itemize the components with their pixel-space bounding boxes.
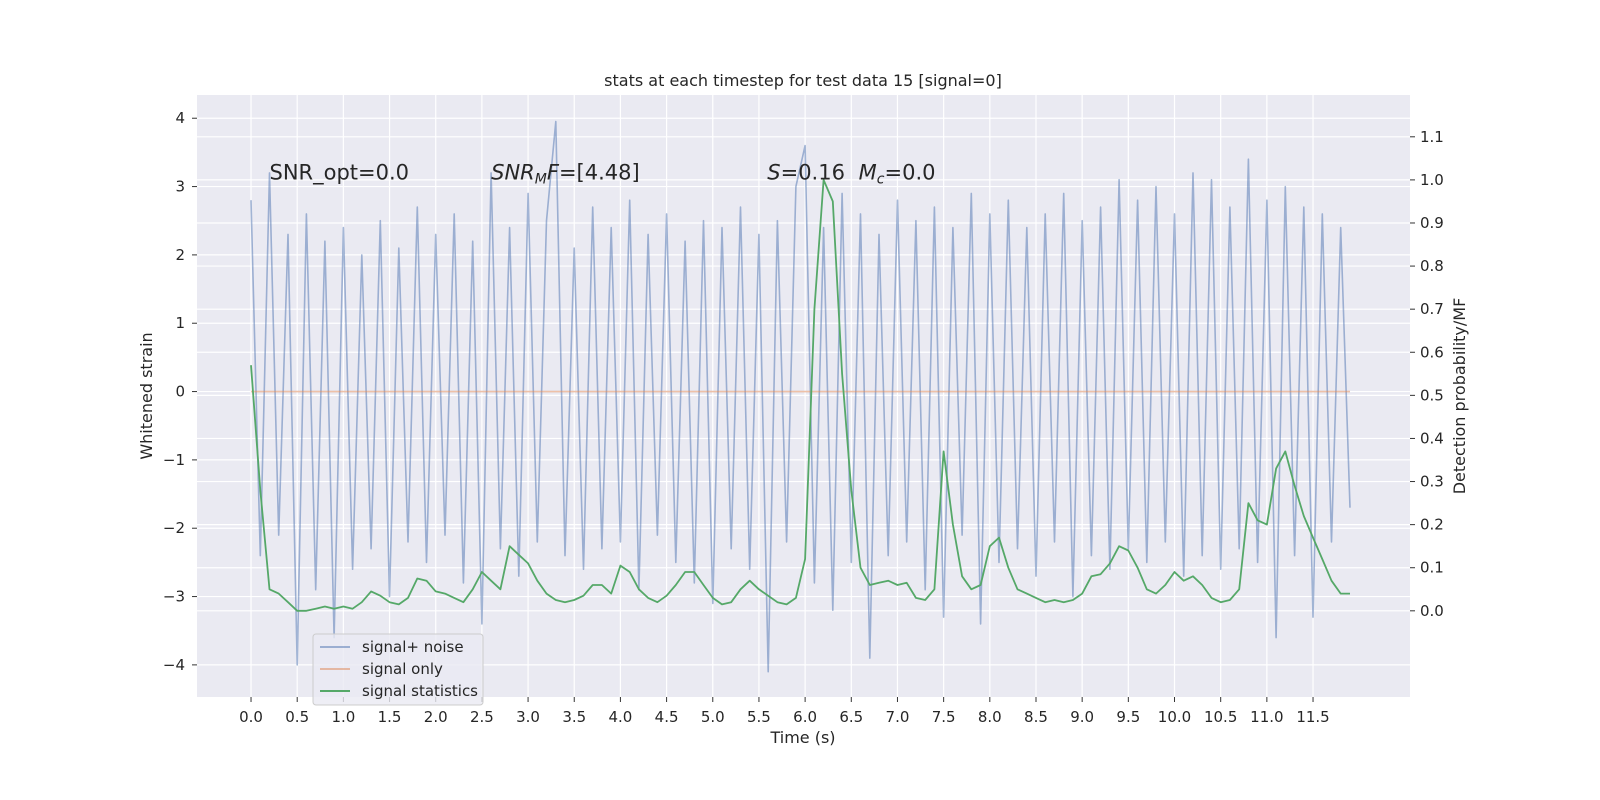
y2-tick-label: 1.1 [1420, 128, 1444, 146]
x-tick-label: 3.0 [516, 708, 540, 726]
axes: 0.0 0.5 1.0 1.5 2.0 2.5 3.0 3.5 4.0 4.5 5.0 5.5 6.0 6… [163, 109, 1444, 726]
series-line [250, 178, 1350, 612]
grid [197, 95, 1410, 697]
x-tick-label: 8.0 [978, 708, 1002, 726]
annotation-part: =0.16 [781, 161, 845, 185]
annotation: SNR_opt=0.0 [269, 161, 409, 186]
x-tick-label: 10.0 [1158, 708, 1191, 726]
annotation-part: M [535, 171, 547, 187]
annotation: SNRMF=[4.48] [491, 161, 640, 188]
annotation-part: SNR_opt=0.0 [269, 161, 409, 186]
y-tick-label: 3 [175, 178, 185, 196]
x-tick-label: 1.0 [331, 708, 355, 726]
x-tick-label: 10.5 [1204, 708, 1237, 726]
x-tick-label: 4.5 [655, 708, 679, 726]
y-tick-label: −4 [163, 656, 185, 674]
y2-tick-label: 0.5 [1420, 386, 1444, 404]
plot-area [197, 95, 1410, 697]
x-tick-label: 9.5 [1116, 708, 1140, 726]
legend: signal+ noise signal only signal statistic… [312, 633, 484, 706]
x-tick-label: 7.5 [932, 708, 956, 726]
annotation-part: F [547, 161, 560, 185]
y-tick-label: −3 [163, 588, 185, 606]
y2-tick-label: 0.7 [1420, 300, 1444, 318]
x-tick-label: 3.5 [562, 708, 586, 726]
x-tick-label: 1.5 [378, 708, 402, 726]
y2-tick-label: 0.2 [1420, 516, 1444, 534]
x-tick-label: 7.0 [886, 708, 910, 726]
y2-axis-label: Detection probability/MF [1450, 298, 1469, 495]
annotation-part: S [767, 161, 780, 185]
y2-tick-label: 0.0 [1420, 602, 1444, 620]
x-tick-label: 9.0 [1070, 708, 1094, 726]
y-tick-label: 1 [175, 314, 185, 332]
x-tick-label: 6.0 [793, 708, 817, 726]
chart-title: stats at each timestep for test data 15 … [604, 71, 1002, 90]
y2-tick-label: 0.6 [1420, 343, 1444, 361]
y2-tick-label: 0.1 [1420, 559, 1444, 577]
legend-label: signal only [362, 660, 443, 678]
series-line [250, 120, 1351, 673]
y2-tick-label: 1.0 [1420, 171, 1444, 189]
x-tick-label: 2.0 [424, 708, 448, 726]
y-tick-label: −2 [163, 519, 185, 537]
y-tick-label: −1 [163, 451, 185, 469]
annotation-part: c [877, 171, 885, 187]
legend-box [312, 633, 484, 706]
x-tick-label: 11.5 [1296, 708, 1329, 726]
legend-label: signal+ noise [362, 638, 464, 656]
annotation: S=0.16 [767, 161, 845, 185]
y2-tick-label: 0.3 [1420, 473, 1444, 491]
x-tick-label: 11.0 [1250, 708, 1283, 726]
y-axis-label: Whitened strain [137, 332, 156, 459]
x-tick-label: 5.0 [701, 708, 725, 726]
y2-tick-label: 0.9 [1420, 214, 1444, 232]
annotation-part: M [859, 161, 877, 185]
annotation-part: SNR [491, 161, 535, 185]
y2-tick-label: 0.8 [1420, 257, 1444, 275]
annotation-part: =0.0 [885, 161, 936, 185]
y-tick-label: 0 [175, 383, 185, 401]
legend-label: signal statistics [362, 682, 478, 700]
y-tick-label: 2 [175, 246, 185, 264]
x-tick-label: 5.5 [747, 708, 771, 726]
x-tick-label: 0.5 [285, 708, 309, 726]
x-tick-label: 2.5 [470, 708, 494, 726]
x-axis-label: Time (s) [769, 728, 835, 747]
x-tick-label: 0.0 [239, 708, 263, 726]
annotation: Mc=0.0 [859, 161, 936, 188]
marks [250, 120, 1351, 673]
y-tick-label: 4 [175, 109, 185, 127]
x-tick-label: 6.5 [839, 708, 863, 726]
y2-tick-label: 0.4 [1420, 429, 1444, 447]
x-tick-label: 4.0 [608, 708, 632, 726]
annotation-part: =[4.48] [559, 161, 640, 185]
x-tick-label: 8.5 [1024, 708, 1048, 726]
